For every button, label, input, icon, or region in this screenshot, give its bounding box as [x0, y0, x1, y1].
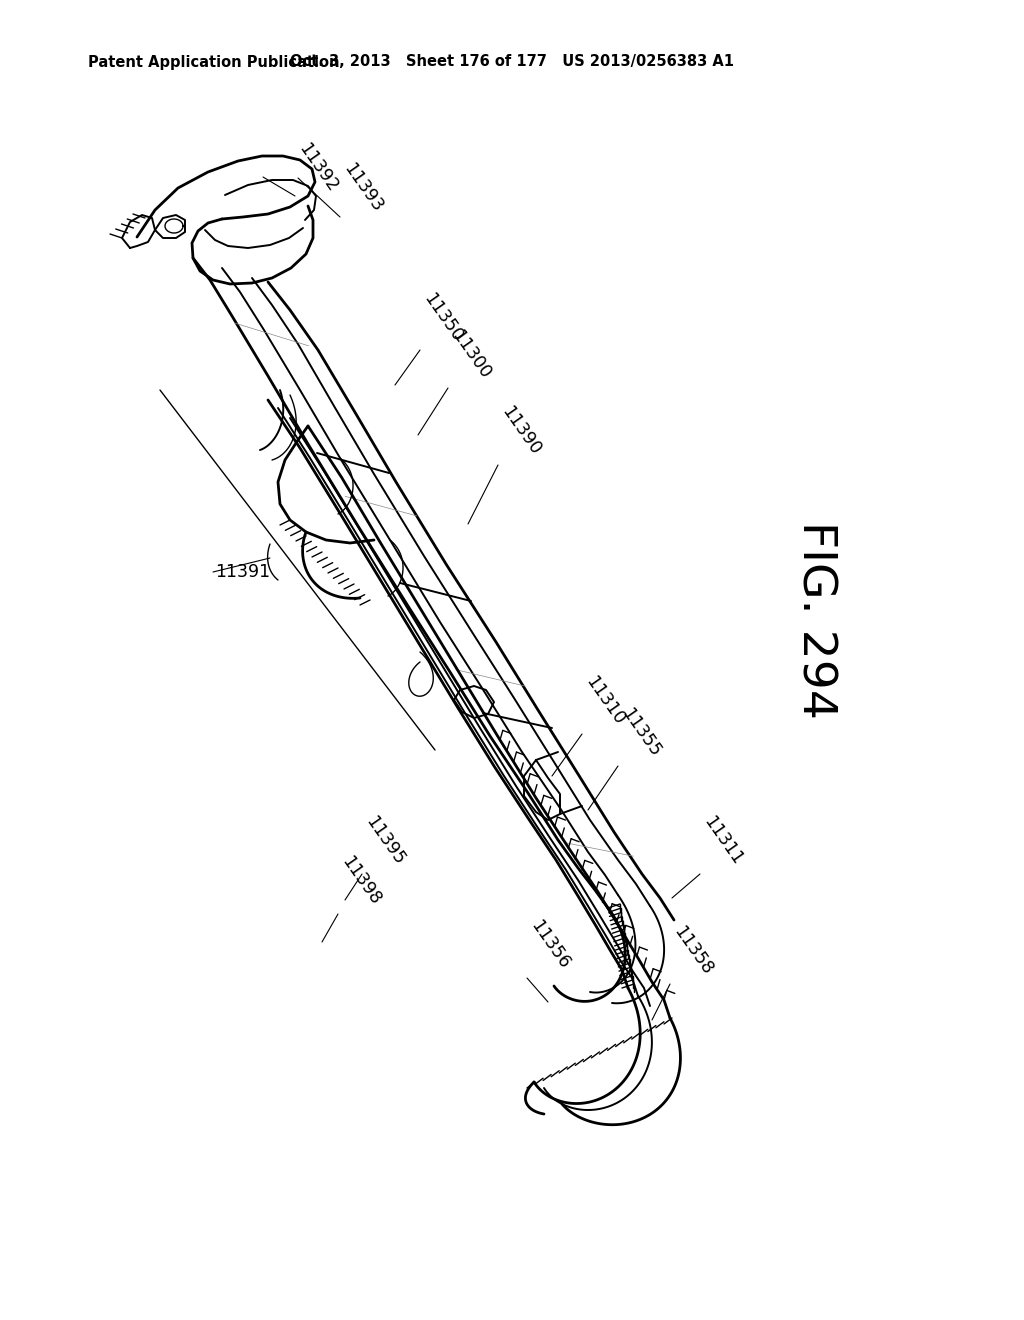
Text: 11356: 11356 [527, 916, 573, 972]
Text: 11355: 11355 [618, 705, 665, 760]
Text: 11300: 11300 [449, 326, 495, 381]
Text: 11358: 11358 [670, 923, 717, 978]
Text: 11390: 11390 [498, 403, 545, 458]
Text: 11391: 11391 [215, 564, 270, 581]
Text: Oct. 3, 2013   Sheet 176 of 177   US 2013/0256383 A1: Oct. 3, 2013 Sheet 176 of 177 US 2013/02… [290, 54, 734, 70]
Text: 11310: 11310 [582, 673, 629, 729]
Text: 11398: 11398 [338, 853, 384, 908]
Text: 11395: 11395 [362, 813, 409, 869]
Text: 11311: 11311 [700, 813, 746, 869]
Text: 11393: 11393 [340, 160, 386, 215]
Text: Patent Application Publication: Patent Application Publication [88, 54, 340, 70]
Text: FIG. 294: FIG. 294 [793, 521, 838, 719]
Text: 11392: 11392 [295, 140, 341, 195]
Text: 11350: 11350 [420, 289, 466, 345]
